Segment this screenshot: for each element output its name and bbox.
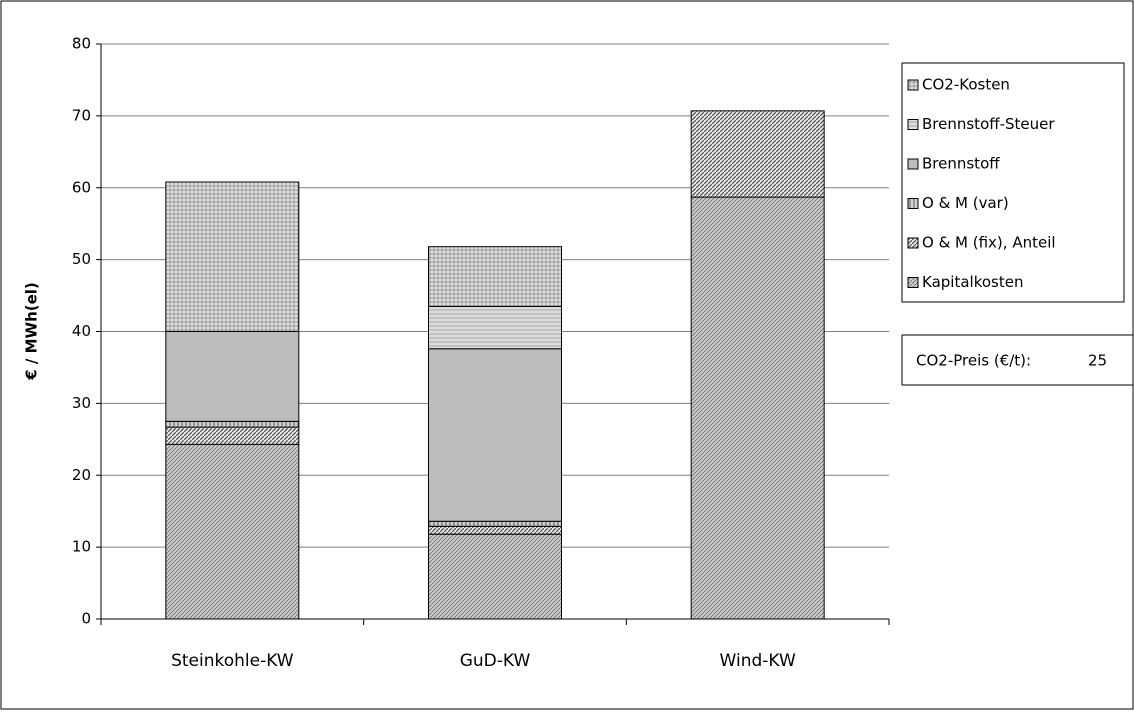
- legend-swatch: [907, 198, 919, 209]
- legend-swatch: [907, 237, 919, 249]
- bar-segment: [428, 533, 562, 620]
- y-axis-label: € / MWh(el): [23, 282, 41, 381]
- annotation-box: [901, 334, 1134, 386]
- bar-segment: [690, 196, 825, 620]
- bar-segment: [428, 525, 562, 535]
- y-tick-label: 0: [81, 610, 91, 628]
- bar-segment: [165, 443, 300, 620]
- legend-label: CO2-Kosten: [922, 76, 1010, 94]
- y-tick-label: 60: [72, 178, 91, 196]
- x-tick-label: GuD-KW: [460, 651, 531, 671]
- y-tick-label: 40: [72, 322, 91, 340]
- legend-label: O & M (fix), Anteil: [922, 234, 1056, 252]
- legend-swatch: [907, 119, 919, 130]
- bar-segment: [428, 246, 562, 307]
- y-tick-label: 70: [72, 106, 91, 124]
- x-tick-label: Wind-KW: [720, 651, 796, 671]
- bar-segment: [428, 305, 562, 350]
- y-tick-label: 50: [72, 250, 91, 268]
- legend-label: O & M (var): [922, 194, 1009, 212]
- annotation-value: 25: [1088, 352, 1107, 370]
- bar-segment: [165, 420, 300, 428]
- y-tick-label: 20: [72, 466, 91, 484]
- legend-swatch: [907, 79, 919, 91]
- bar-segment: [165, 331, 300, 422]
- bar-segment: [690, 110, 825, 198]
- legend-box: [901, 62, 1125, 303]
- y-tick-label: 10: [72, 538, 91, 556]
- legend-swatch: [907, 158, 919, 170]
- x-tick-label: Steinkohle-KW: [171, 651, 294, 671]
- y-tick-label: 80: [72, 35, 91, 53]
- bar-segment: [428, 520, 562, 527]
- legend-label: Kapitalkosten: [922, 273, 1023, 291]
- annotation-label: CO2-Preis (€/t):: [916, 352, 1031, 370]
- bar-segment: [428, 348, 562, 522]
- legend-swatch: [907, 277, 919, 288]
- legend-label: Brennstoff: [922, 155, 1000, 173]
- legend-label: Brennstoff-Steuer: [922, 115, 1055, 133]
- bar-segment: [165, 426, 300, 445]
- y-tick-label: 30: [72, 394, 91, 412]
- bar-segment: [165, 181, 300, 332]
